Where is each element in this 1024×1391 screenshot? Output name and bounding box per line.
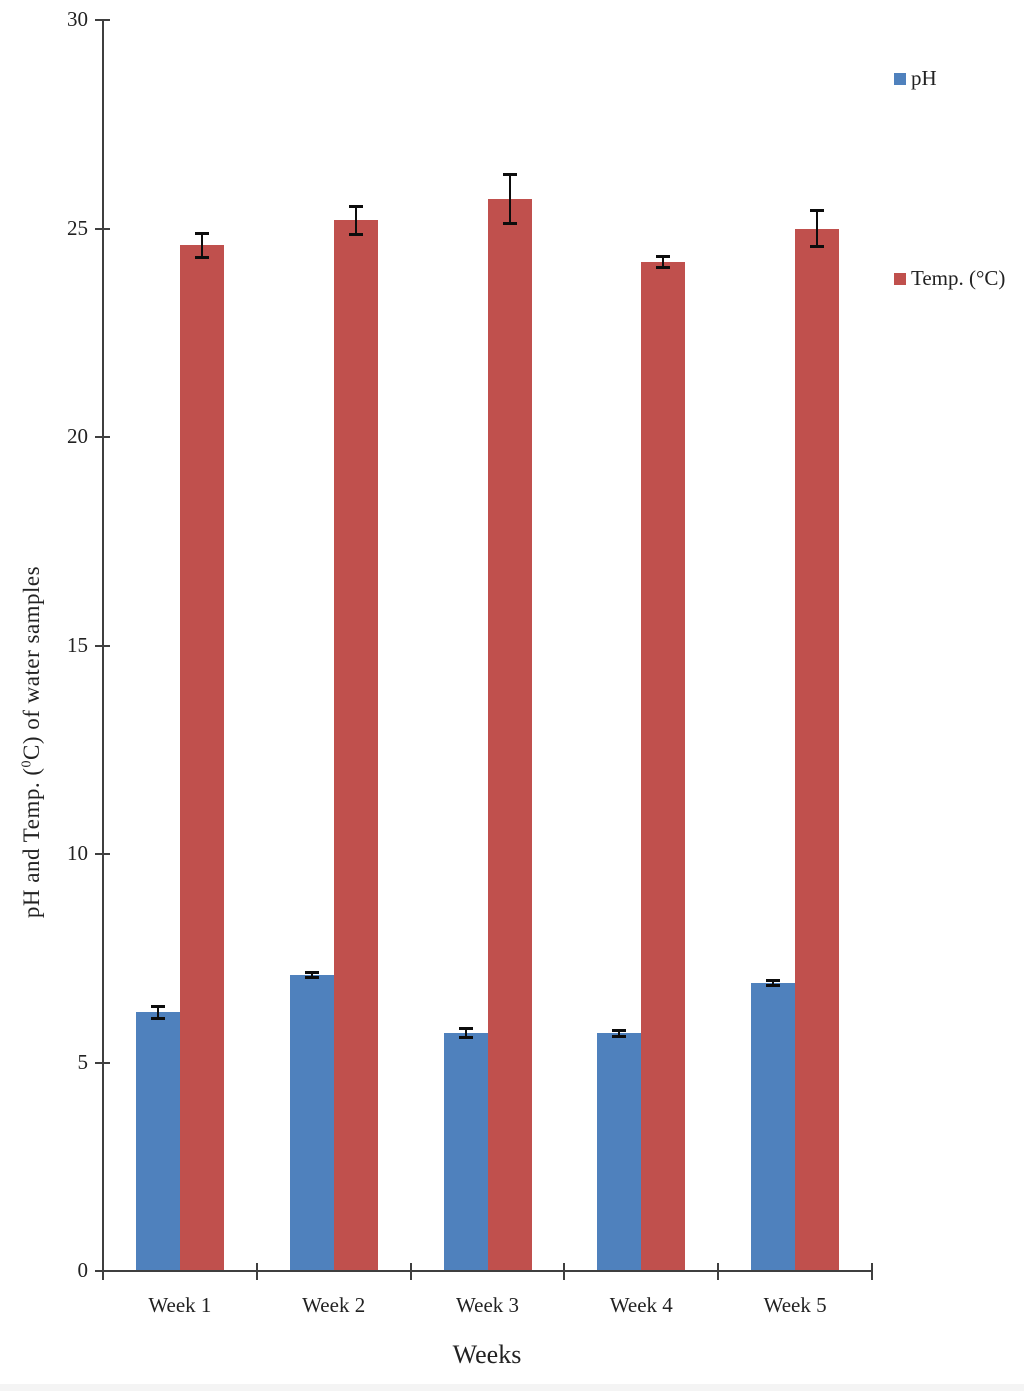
y-axis-tick <box>94 227 110 230</box>
legend-swatch-icon <box>894 272 906 285</box>
error-bar-cap-top <box>194 231 209 235</box>
error-bar-line <box>156 1006 159 1019</box>
y-axis-tick <box>94 19 110 21</box>
error-bar-cap-bottom <box>458 1036 473 1040</box>
error-bar-cap-top <box>656 254 671 258</box>
error-bar-cap-bottom <box>810 245 825 249</box>
x-axis-tick <box>717 1262 720 1280</box>
legend-item-ph: pH <box>894 66 937 91</box>
error-bar-cap-top <box>458 1027 473 1031</box>
x-axis-category-label: Week 3 <box>455 1293 520 1317</box>
y-axis-tick-label: 10 <box>67 841 88 865</box>
bar-temp-c-week-2 <box>333 220 378 1270</box>
x-axis-tick <box>409 1262 412 1280</box>
y-axis-tick-label: 5 <box>77 1049 89 1074</box>
y-axis-tick-label: 25 <box>67 215 88 240</box>
error-bar-line <box>200 232 203 258</box>
x-axis-category-label: Week 5 <box>763 1293 827 1317</box>
error-bar-line <box>310 971 313 979</box>
error-bar-cap-bottom <box>194 255 209 259</box>
error-bar-cap-bottom <box>656 266 671 270</box>
x-axis-tick <box>102 1262 104 1280</box>
y-axis-tick <box>94 853 110 855</box>
bar-temp-c-week-4 <box>641 261 686 1270</box>
error-bar-line <box>354 205 357 235</box>
error-bar-line <box>662 255 665 269</box>
error-bar-line <box>618 1029 621 1037</box>
error-bar-cap-top <box>810 208 825 212</box>
y-axis-tick-label: 20 <box>67 424 88 448</box>
legend-item-temp-c: Temp. (°C) <box>894 266 1005 291</box>
error-bar-cap-bottom <box>766 984 781 988</box>
x-axis-line <box>103 1270 873 1272</box>
bar-ph-week-2 <box>289 974 334 1270</box>
x-axis-tick <box>871 1262 873 1280</box>
legend-swatch-icon <box>894 72 906 85</box>
x-axis-category-label: Week 1 <box>148 1293 212 1317</box>
error-bar-cap-top <box>150 1005 165 1009</box>
x-axis-title: Weeks <box>452 1340 522 1369</box>
error-bar-cap-bottom <box>612 1034 627 1038</box>
error-bar-line <box>772 980 775 987</box>
y-axis-tick-label: 15 <box>67 632 88 657</box>
y-axis-tick <box>94 1061 110 1064</box>
bar-ph-week-1 <box>135 1012 180 1270</box>
y-axis-tick <box>94 644 110 647</box>
error-bar-cap-bottom <box>502 222 517 226</box>
error-bar-cap-top <box>304 970 319 974</box>
x-axis-tick <box>255 1262 258 1280</box>
y-axis-tick-label: 0 <box>77 1258 89 1282</box>
error-bar-line <box>508 174 511 225</box>
bar-temp-c-week-3 <box>487 199 532 1270</box>
error-bar-cap-bottom <box>348 232 363 236</box>
error-bar-line <box>464 1028 467 1039</box>
error-bar-cap-top <box>348 204 363 208</box>
legend-label: Temp. (°C) <box>911 266 1006 290</box>
bar-ph-week-3 <box>443 1033 488 1270</box>
error-bar-cap-top <box>502 173 517 177</box>
legend-label: pH <box>911 66 937 90</box>
x-axis-category-label: Week 4 <box>609 1293 673 1317</box>
bar-temp-c-week-1 <box>179 245 224 1270</box>
x-axis-category-label: Week 2 <box>302 1293 366 1317</box>
error-bar-cap-bottom <box>150 1016 165 1020</box>
error-bar-line <box>816 209 819 248</box>
y-axis-tick <box>94 436 110 438</box>
bar-ph-week-5 <box>751 983 796 1270</box>
y-axis-tick-label: 30 <box>67 7 88 31</box>
bar-ph-week-4 <box>597 1033 642 1270</box>
error-bar-cap-top <box>612 1028 627 1032</box>
x-axis-tick <box>563 1262 566 1280</box>
bottom-strip <box>0 1384 1024 1391</box>
error-bar-cap-bottom <box>304 976 319 980</box>
bar-temp-c-week-5 <box>795 228 840 1270</box>
error-bar-cap-top <box>766 979 781 983</box>
